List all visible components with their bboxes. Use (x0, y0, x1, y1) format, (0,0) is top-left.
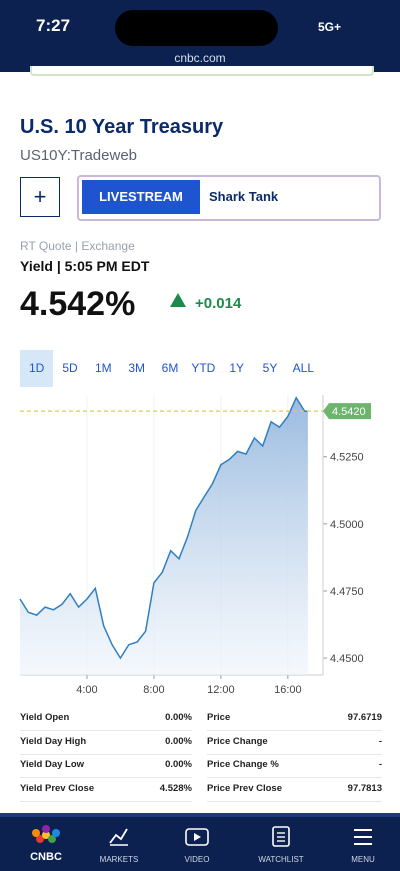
range-tab[interactable]: 3M (128, 361, 145, 375)
line (19, 396, 308, 660)
nav-icons (32, 825, 372, 847)
video-icon (185, 828, 209, 846)
add-button[interactable]: + (20, 177, 60, 217)
range-tab[interactable]: 1D (20, 350, 54, 387)
url[interactable]: cnbc.com (174, 51, 226, 65)
y-tick-label: 4.4750 (330, 586, 364, 598)
range-tab[interactable]: 1Y (229, 361, 244, 375)
stat-value: 97.6719 (347, 712, 382, 723)
stat-label: Price Prev Close (207, 782, 282, 794)
show-name[interactable]: Shark Tank (209, 189, 279, 204)
bottom-nav: CNBC MARKETS VIDEO WATCHLIST MENU (0, 813, 400, 871)
watchlist-icon (272, 826, 290, 847)
row-divider (207, 800, 382, 802)
row-divider (207, 730, 382, 731)
y-tick-label: 4.5250 (330, 452, 364, 464)
nav-label[interactable]: VIDEO (184, 855, 210, 864)
up-arrow (170, 293, 186, 307)
nav-label[interactable]: WATCHLIST (258, 855, 304, 864)
stat-value: 4.528% (159, 782, 192, 794)
markets-icon (109, 828, 128, 844)
range-tab[interactable]: YTD (191, 361, 216, 375)
range-tab[interactable]: 5D (62, 361, 78, 375)
stat-value: - (378, 759, 382, 770)
video-play (194, 833, 201, 841)
nav-label[interactable]: MENU (351, 855, 375, 864)
stat-label: Yield Day Low (20, 759, 85, 770)
chart: 4:00 8:00 12:00 16:00 4.4500 4.4750 4.5000 4.52… (19, 395, 371, 696)
stat-label: Price Change % (207, 759, 279, 770)
x-tick-label: 12:00 (207, 684, 235, 696)
stat-label: Price Change (207, 735, 268, 747)
range-tabs: 1D 5D 1M 3M 6M YTD 1Y 5Y ALL (20, 350, 320, 387)
range-tab[interactable]: 1M (94, 361, 112, 375)
row-divider (20, 777, 192, 778)
quote-source: RT Quote | Exchange (20, 239, 135, 253)
row-divider (207, 753, 382, 755)
x-tick-label: 8:00 (143, 684, 164, 696)
range-tab[interactable]: 6M (161, 361, 179, 375)
dynamic-island (115, 10, 278, 46)
row-divider (20, 800, 192, 802)
quote-time: Yield | 5:05 PM EDT (20, 258, 150, 274)
stat-value: 0.00% (165, 735, 192, 747)
banner-edge (30, 66, 374, 76)
stat-value: 97.7813 (347, 782, 382, 794)
price: 4.542% (20, 285, 136, 323)
row-divider (20, 753, 192, 755)
reference-label: 4.5420 (332, 406, 366, 418)
y-tick-label: 4.5000 (330, 519, 364, 531)
row-divider (207, 777, 382, 778)
livestream-box[interactable] (77, 175, 381, 221)
stat-label: Yield Day High (20, 735, 87, 747)
stat-value: - (378, 735, 382, 747)
network: 5G+ (318, 20, 342, 34)
clock: 7:27 (36, 16, 71, 35)
title: U.S. 10 Year Treasury (20, 116, 224, 138)
range-tab[interactable]: ALL (292, 361, 314, 375)
livestream-button[interactable]: LIVESTREAM (82, 180, 200, 214)
x-tick-label: 4:00 (76, 684, 97, 696)
cnbc-logo (32, 825, 60, 843)
symbol: US10Y:Tradeweb (20, 147, 138, 164)
range-tab[interactable]: 5Y (262, 361, 278, 375)
area-fill (20, 397, 308, 675)
stat-label: Yield Open (20, 712, 70, 723)
nav-label[interactable]: CNBC (30, 851, 62, 863)
stat-value: 0.00% (165, 759, 192, 770)
change: +0.014 (195, 295, 242, 312)
stat-label: Yield Prev Close (20, 782, 95, 794)
stat-label: Price (207, 712, 231, 723)
y-tick-label: 4.4500 (330, 653, 364, 665)
x-tick-label: 16:00 (274, 684, 302, 696)
stat-value: 0.00% (165, 712, 192, 723)
row-divider (20, 730, 192, 731)
reference-flag (323, 403, 371, 420)
nav-label[interactable]: MARKETS (99, 855, 139, 864)
